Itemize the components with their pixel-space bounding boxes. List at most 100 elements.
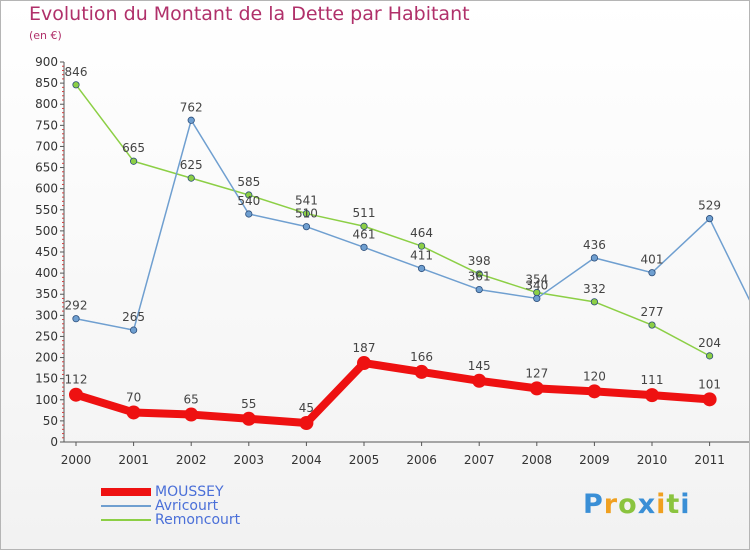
y-tick-label: 50 — [43, 414, 58, 428]
x-tick-label: 2000 — [61, 453, 92, 467]
y-tick-label: 100 — [35, 393, 58, 407]
data-label-remoncourt: 846 — [65, 65, 88, 79]
data-label-avricourt: 461 — [353, 227, 376, 241]
y-tick-label: 700 — [35, 139, 58, 153]
data-point-remoncourt — [417, 242, 426, 250]
data-label-remoncourt: 204 — [698, 336, 721, 350]
proxiti-logo: Proxiti — [583, 489, 691, 520]
data-point-moussey — [184, 407, 199, 422]
data-label-avricourt: 411 — [410, 248, 433, 262]
data-point-avricourt — [475, 285, 483, 294]
legend-item-avricourt: Avricourt — [101, 499, 240, 513]
data-label-avricourt: 361 — [468, 270, 491, 284]
data-label-avricourt: 529 — [698, 199, 721, 213]
data-label-moussey: 45 — [299, 401, 314, 415]
y-tick-label: 0 — [50, 435, 58, 449]
legend-item-remoncourt: Remoncourt — [101, 513, 240, 527]
y-tick-label: 150 — [35, 372, 58, 386]
x-tick-label: 2004 — [291, 453, 322, 467]
data-point-avricourt — [705, 215, 714, 223]
y-tick-label: 500 — [35, 224, 58, 238]
data-point-moussey — [472, 373, 487, 388]
y-axis-unit: (en €) — [29, 29, 62, 42]
labels-layer: 846 665 625 585 541 511 464 398 354 332 277 204 292 2… — [65, 65, 722, 415]
y-tick-label: 450 — [35, 245, 58, 259]
legend-label: Remoncourt — [155, 512, 241, 528]
data-point-avricourt — [245, 210, 253, 218]
data-label-moussey: 187 — [353, 341, 376, 355]
data-label-moussey: 65 — [184, 393, 199, 407]
data-point-avricourt — [360, 243, 368, 251]
data-point-avricourt — [590, 254, 599, 262]
data-label-remoncourt: 625 — [180, 158, 203, 172]
data-label-remoncourt: 398 — [468, 254, 491, 268]
data-label-remoncourt: 665 — [122, 141, 145, 155]
y-tick-label: 350 — [35, 287, 58, 301]
x-tick-label: 2007 — [464, 453, 495, 467]
data-label-avricourt: 510 — [295, 207, 318, 221]
data-label-avricourt: 401 — [641, 253, 664, 267]
y-tick-label: 900 — [35, 55, 58, 69]
chart-title: Evolution du Montant de la Dette par Hab… — [29, 3, 470, 25]
x-tick-label: 2011 — [694, 453, 725, 467]
data-point-avricourt — [417, 264, 426, 273]
y-tick-label: 200 — [35, 351, 58, 365]
data-point-moussey — [69, 387, 83, 402]
data-point-avricourt — [533, 294, 541, 303]
data-label-remoncourt: 585 — [237, 175, 260, 189]
data-point-remoncourt — [187, 174, 195, 182]
x-tick-label: 2005 — [349, 453, 380, 467]
data-label-moussey: 120 — [583, 369, 606, 383]
series-line-moussey — [72, 359, 714, 427]
legend-item-moussey: MOUSSEY — [101, 485, 240, 499]
legend-label: MOUSSEY — [155, 484, 224, 500]
x-tick-label: 2009 — [579, 453, 610, 467]
data-point-avricourt — [130, 326, 138, 334]
logo-letter: i — [656, 489, 667, 520]
logo-letter: t — [666, 489, 681, 520]
data-point-moussey — [587, 384, 602, 399]
data-point-moussey — [645, 388, 659, 403]
data-label-moussey: 166 — [410, 350, 433, 364]
logo-letter: r — [603, 489, 619, 520]
data-point-remoncourt — [360, 222, 368, 230]
data-label-avricourt: 762 — [180, 100, 203, 114]
legend-label: Avricourt — [155, 498, 219, 514]
series-line-remoncourt — [75, 84, 711, 357]
y-tick-label: 550 — [35, 203, 58, 217]
data-point-remoncourt — [475, 270, 483, 278]
data-point-moussey — [414, 364, 429, 379]
y-tick-label: 250 — [35, 329, 58, 343]
x-tick-label: 2008 — [522, 453, 553, 467]
y-tick-label: 750 — [35, 118, 58, 132]
data-label-remoncourt: 277 — [641, 305, 664, 319]
data-point-remoncourt — [130, 157, 138, 165]
data-point-avricourt — [187, 116, 195, 124]
data-point-moussey — [529, 381, 544, 396]
data-point-moussey — [299, 416, 314, 430]
x-tick-label: 2002 — [176, 453, 207, 467]
data-point-remoncourt — [705, 352, 714, 360]
legend-swatch-remoncourt — [101, 519, 151, 521]
data-label-avricourt: 340 — [525, 278, 548, 292]
x-tick-label: 2003 — [234, 453, 265, 467]
data-label-moussey: 55 — [241, 397, 256, 411]
data-point-moussey — [702, 392, 717, 407]
data-label-avricourt: 292 — [65, 299, 88, 313]
logo-letter: x — [637, 489, 657, 520]
legend-swatch-avricourt — [101, 505, 151, 507]
data-label-moussey: 70 — [126, 390, 141, 404]
data-label-remoncourt: 332 — [583, 282, 606, 296]
data-label-remoncourt: 354 — [525, 273, 548, 287]
data-label-avricourt: 540 — [237, 194, 260, 208]
y-tick-label: 650 — [35, 161, 58, 175]
y-tick-label: 600 — [35, 182, 58, 196]
data-point-avricourt — [302, 223, 310, 231]
data-label-moussey: 112 — [65, 373, 88, 387]
data-point-remoncourt — [648, 321, 656, 329]
data-label-moussey: 101 — [698, 377, 721, 391]
data-label-moussey: 127 — [525, 366, 548, 380]
data-point-remoncourt — [302, 209, 310, 218]
